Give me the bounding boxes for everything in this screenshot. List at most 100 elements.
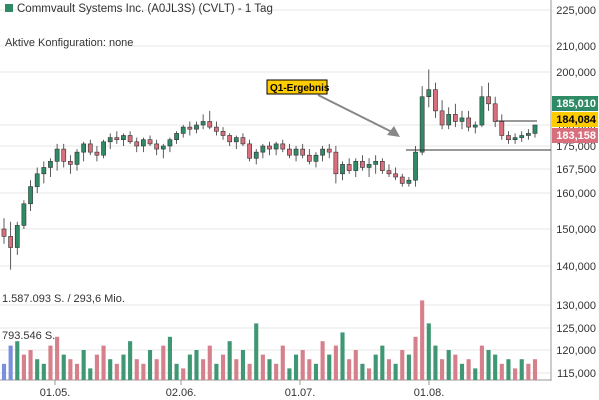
candle-body — [446, 114, 452, 126]
candle-body — [353, 161, 359, 171]
volume-tick-label: 120,000 — [556, 345, 596, 357]
volume-bar — [327, 354, 332, 380]
volume-bar — [147, 350, 153, 380]
candle-body — [306, 154, 312, 162]
volume-bar — [108, 359, 113, 380]
candle-body — [233, 137, 239, 143]
volume-bar — [55, 336, 60, 380]
volume-bar — [194, 350, 199, 380]
chart-title: Commvault Systems Inc. (A0JL3S) (CVLT) -… — [17, 3, 273, 15]
price-tag-box — [552, 96, 598, 111]
price-tag: 183,158 — [552, 128, 598, 143]
price-tag-label: 183,158 — [556, 130, 596, 142]
candle — [174, 131, 179, 144]
candle-body — [366, 164, 372, 168]
candle — [180, 125, 186, 138]
candle-body — [439, 110, 445, 126]
candle — [519, 131, 525, 142]
candle — [439, 100, 445, 130]
price-tag-box — [552, 128, 598, 143]
candle — [127, 131, 133, 144]
candle-body — [147, 139, 153, 145]
candle — [41, 161, 47, 184]
candle-body — [127, 135, 133, 143]
earnings-annotation[interactable]: Q1-Ergebnis — [266, 79, 400, 137]
candle-body — [141, 139, 146, 147]
volume-bar — [167, 336, 172, 380]
candle — [379, 158, 385, 174]
candle — [8, 221, 13, 270]
volume-bar — [386, 359, 392, 380]
candle — [413, 146, 418, 187]
candle-body — [506, 135, 511, 140]
volume-bar — [307, 359, 312, 380]
candle — [227, 133, 233, 146]
candle-body — [207, 121, 213, 128]
volume-bar — [440, 359, 445, 380]
volume-bar — [61, 354, 66, 380]
candle-body — [81, 143, 87, 153]
candle-body — [220, 131, 226, 136]
candle — [167, 137, 173, 153]
candle — [373, 155, 379, 174]
candle-body — [492, 103, 498, 122]
price-tag-box — [552, 112, 598, 127]
candle — [326, 143, 332, 159]
candle — [240, 133, 246, 146]
candle — [526, 129, 531, 140]
volume-bar — [453, 354, 458, 380]
candle-body — [532, 124, 538, 134]
candle-body — [41, 167, 47, 175]
candlestick-series — [1, 69, 538, 270]
candle-body — [114, 137, 120, 141]
candle-body — [154, 143, 160, 150]
volume-bar — [1, 363, 7, 380]
volume-bar — [280, 345, 285, 380]
candle-body — [253, 151, 259, 159]
volume-bar — [473, 368, 478, 380]
volume-bar — [174, 363, 179, 380]
candle-body — [479, 96, 485, 126]
volume-axis: 130,000 125,000 120,000 115,000 — [556, 300, 596, 380]
candle — [273, 141, 279, 156]
candle — [406, 177, 412, 187]
volume-bar — [400, 350, 405, 380]
candle-body — [386, 170, 392, 175]
annotation-arrow — [317, 94, 399, 136]
volume-bar — [247, 363, 252, 380]
volume-bar — [68, 359, 73, 380]
volume-bar — [214, 363, 219, 380]
candle-body — [379, 161, 385, 171]
candle — [466, 110, 471, 132]
price-tag: 184,084 — [552, 112, 598, 127]
volume-bar — [141, 363, 146, 380]
candle — [293, 146, 299, 162]
volume-bar — [134, 359, 139, 380]
volume-bar — [367, 368, 372, 380]
price-tags: 185,010 184,084 183,158 — [552, 96, 598, 143]
volume-bar — [300, 350, 305, 380]
candle-body — [247, 143, 252, 159]
volume-bar — [287, 368, 292, 380]
candle-body — [340, 164, 345, 175]
candle — [61, 143, 67, 168]
candle-body — [326, 148, 332, 153]
volume-bar — [333, 345, 338, 380]
candle — [81, 141, 87, 162]
candle — [446, 107, 452, 130]
volume-bar — [466, 359, 471, 380]
volume-bar — [187, 354, 192, 380]
price-tick-label: 150,000 — [556, 224, 596, 236]
candle-body — [174, 133, 179, 140]
candle-body — [54, 148, 60, 162]
candle — [492, 96, 498, 128]
candle-body — [180, 126, 186, 134]
candle — [247, 139, 252, 162]
candle-body — [280, 143, 286, 150]
candle-body — [320, 148, 325, 156]
volume-bar — [499, 363, 504, 380]
candle-body — [499, 121, 505, 136]
candle-body — [187, 126, 193, 130]
candle — [499, 114, 505, 140]
